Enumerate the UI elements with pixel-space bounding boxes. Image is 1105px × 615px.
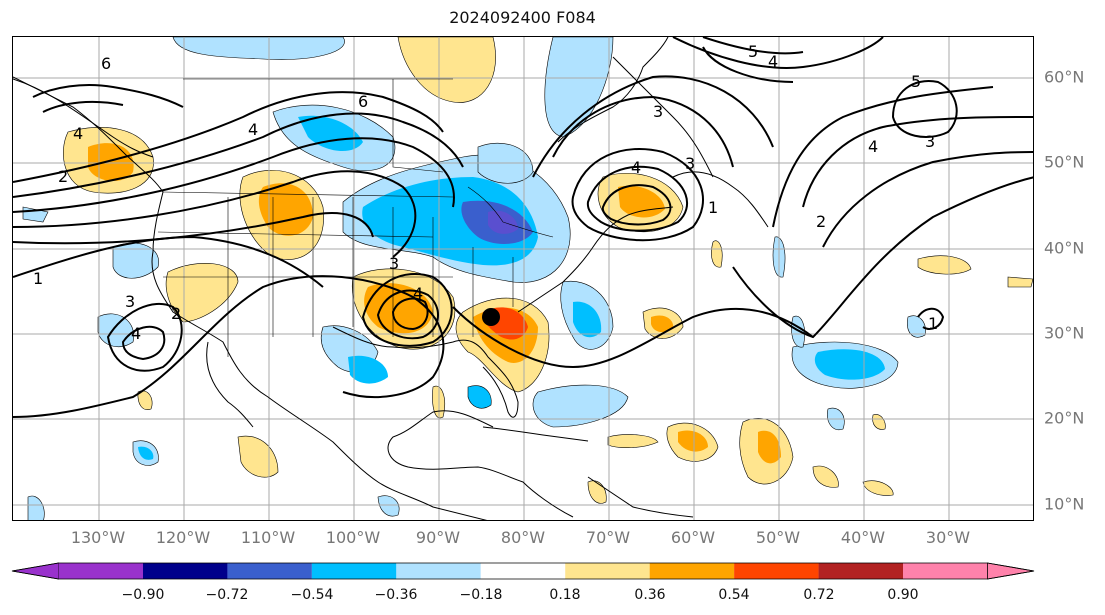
contour-label: 3 [389,254,399,273]
colorbar [11,562,1035,580]
colorbar-segment [734,563,819,579]
map-canvas: 6 6 4 4 2 1 3 4 2 3 3 5 4 5 4 3 4 2 3 4 … [13,37,1033,520]
contour-label: 6 [358,92,368,111]
colorbar-tick-label: 0.90 [887,587,919,603]
lon-label: 30°W [925,528,971,547]
lon-label: 100°W [325,528,381,547]
colorbar-segment [58,563,143,579]
colorbar-segment [565,563,650,579]
lon-label: 120°W [155,528,211,547]
colorbar-tick-label: −0.54 [290,587,334,603]
contour-label: 1 [33,269,43,288]
colorbar-tick-label: 0.72 [803,587,835,603]
colorbar-extend-low [11,562,59,580]
lat-label: 10°N [1044,494,1085,514]
lon-label: 40°W [840,528,886,547]
gridlines [13,37,1033,520]
lat-label: 40°N [1044,238,1085,258]
contour-label: 2 [58,167,68,186]
lat-label: 30°N [1044,323,1085,343]
contour-label: 3 [925,132,935,151]
colorbar-segment [227,563,312,579]
colorbar-segment [311,563,397,579]
contour-label: 5 [911,72,921,91]
contour-label: 1 [928,314,938,333]
contour-label: 5 [748,42,758,61]
coastlines [13,37,769,520]
contour-label: 4 [413,284,423,303]
contour-label: 1 [708,198,718,217]
contour-label: 2 [171,304,181,323]
contour-label: 4 [631,158,641,177]
contour-label: 3 [685,154,695,173]
map-title: 2024092400 F084 [449,8,596,27]
lat-label: 20°N [1044,408,1085,428]
lat-label: 50°N [1044,152,1085,172]
contour-label: 6 [101,54,111,73]
lon-label: 50°W [755,528,801,547]
colorbar-tick-label: −0.72 [205,587,249,603]
shaded-regions [22,37,1033,520]
contour-label: 4 [131,324,141,343]
contour-label: 3 [653,102,663,121]
colorbar-tick-label: −0.18 [459,587,503,603]
colorbar-segment [143,563,228,579]
lon-label: 130°W [70,528,126,547]
colorbar-tick-label: 0.36 [634,587,666,603]
colorbar-segment [480,563,566,579]
lat-label: 60°N [1044,67,1085,87]
lon-label: 60°W [670,528,716,547]
colorbar-outline [11,562,1035,580]
map-panel: 6 6 4 4 2 1 3 4 2 3 3 5 4 5 4 3 4 2 3 4 … [12,36,1034,521]
contour-label: 4 [768,52,778,71]
colorbar-tick-label: −0.36 [374,587,418,603]
colorbar-tick-label: 0.54 [718,587,750,603]
colorbar-segment [903,563,988,579]
contour-lines [13,37,1033,418]
lon-label: 90°W [415,528,461,547]
lon-label: 80°W [500,528,546,547]
contour-label: 3 [125,292,135,311]
colorbar-segment [396,563,481,579]
colorbar-tick-label: −0.90 [121,587,165,603]
colorbar-segment [649,563,735,579]
colorbar-extend-high [987,562,1035,580]
colorbar-tick-label: 0.18 [549,587,581,603]
contour-label: 2 [816,212,826,231]
storm-center-marker [482,308,500,326]
contour-label-group: 6 6 4 4 2 1 3 4 2 3 3 5 4 5 4 3 4 2 3 4 … [33,42,938,343]
contour-label: 4 [248,120,258,139]
lon-label: 70°W [585,528,631,547]
contour-label: 4 [868,137,878,156]
lon-label: 110°W [240,528,296,547]
colorbar-segment [818,563,903,579]
contour-label: 4 [73,124,83,143]
